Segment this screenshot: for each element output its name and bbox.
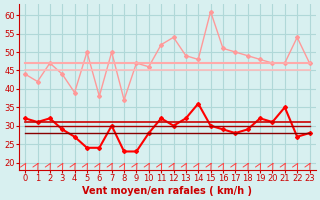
X-axis label: Vent moyen/en rafales ( km/h ): Vent moyen/en rafales ( km/h ): [82, 186, 252, 196]
